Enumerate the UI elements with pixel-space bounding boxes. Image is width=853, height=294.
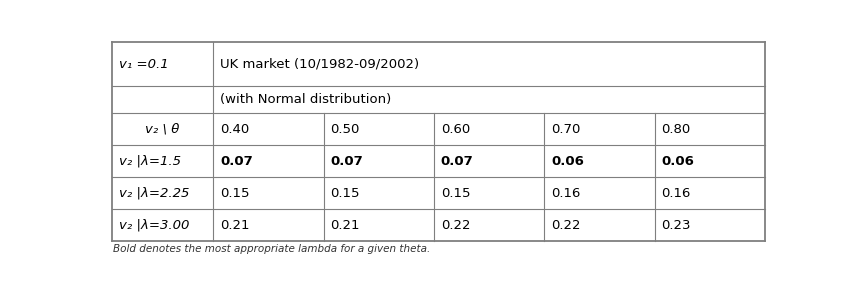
Text: v₂ \ θ: v₂ \ θ	[145, 123, 180, 136]
Text: 0.06: 0.06	[661, 155, 693, 168]
Text: 0.07: 0.07	[440, 155, 473, 168]
Text: v₂ |λ=2.25: v₂ |λ=2.25	[119, 187, 189, 200]
Text: 0.80: 0.80	[661, 123, 690, 136]
Text: 0.50: 0.50	[330, 123, 359, 136]
Text: 0.15: 0.15	[220, 187, 249, 200]
Text: v₂ |λ=3.00: v₂ |λ=3.00	[119, 219, 189, 232]
Text: 0.60: 0.60	[440, 123, 469, 136]
Text: 0.07: 0.07	[330, 155, 363, 168]
Text: UK market (10/1982-09/2002): UK market (10/1982-09/2002)	[220, 58, 419, 71]
Text: 0.70: 0.70	[550, 123, 580, 136]
Text: 0.22: 0.22	[440, 219, 470, 232]
Text: 0.23: 0.23	[661, 219, 690, 232]
Text: 0.22: 0.22	[550, 219, 580, 232]
Text: 0.16: 0.16	[550, 187, 580, 200]
Text: 0.21: 0.21	[330, 219, 359, 232]
Text: Bold denotes the most appropriate lambda for a given theta.: Bold denotes the most appropriate lambda…	[113, 243, 430, 253]
Text: (with Normal distribution): (with Normal distribution)	[220, 93, 391, 106]
Text: 0.15: 0.15	[440, 187, 470, 200]
Text: 0.07: 0.07	[220, 155, 252, 168]
Text: v₁ =0.1: v₁ =0.1	[119, 58, 168, 71]
Text: 0.15: 0.15	[330, 187, 359, 200]
Text: 0.06: 0.06	[550, 155, 583, 168]
Text: 0.21: 0.21	[220, 219, 249, 232]
Text: v₂ |λ=1.5: v₂ |λ=1.5	[119, 155, 181, 168]
Text: 0.40: 0.40	[220, 123, 249, 136]
Text: 0.16: 0.16	[661, 187, 690, 200]
